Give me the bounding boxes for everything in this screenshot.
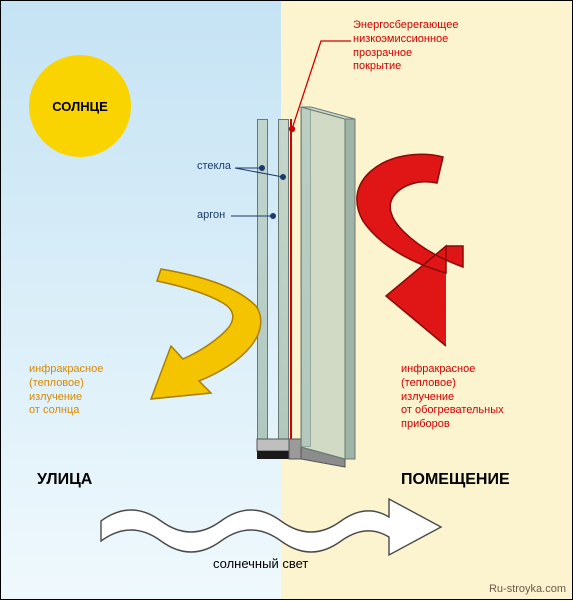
label-room: ПОМЕЩЕНИЕ [401,471,510,489]
glass-pane-middle [278,119,289,449]
label-glass: стекла [197,160,231,174]
label-argon: аргон [197,209,225,223]
sun-circle: СОЛНЦЕ [29,55,131,157]
label-ir-from-heaters: инфракрасное(тепловое)излучениеот обогре… [401,363,504,432]
label-street: УЛИЦА [37,471,92,489]
low-e-coating-line [290,119,292,449]
label-ir-from-sun: инфракрасное(тепловое)излучениеот солнца [29,363,103,418]
background-indoor [281,1,572,599]
watermark: Ru-stroyka.com [489,583,566,595]
glass-pane-inner [301,107,311,447]
label-sunlight: солнечный свет [213,556,308,572]
sun-label: СОЛНЦЕ [52,99,108,114]
glass-pane-outer [257,119,268,449]
label-coating: Энергосберегающеенизкоэмиссионноепрозрач… [353,19,458,74]
